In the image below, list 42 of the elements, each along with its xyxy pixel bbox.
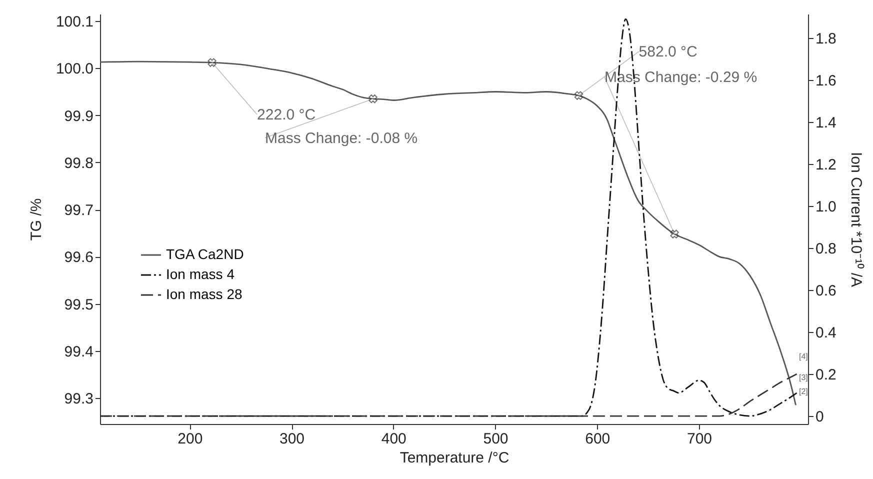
annotation: Mass Change: -0.29 % bbox=[604, 69, 758, 86]
x-axis-title: Temperature /°C bbox=[400, 450, 510, 466]
y-tick-label: 99.7 bbox=[64, 202, 94, 220]
y-tick-label: 99.5 bbox=[64, 296, 94, 314]
y-tick-label: 99.3 bbox=[64, 390, 94, 408]
y-tick-label: 99.4 bbox=[64, 343, 94, 360]
y-tick-label: 99.6 bbox=[64, 249, 94, 266]
y2-tick-label: 0.6 bbox=[816, 282, 836, 300]
y2-tick-label: 1.6 bbox=[816, 72, 836, 90]
y2-tick-label: 0.4 bbox=[816, 324, 836, 342]
y2-tick-label: 0.8 bbox=[816, 240, 836, 258]
y-tick-label: 100.0 bbox=[56, 60, 94, 78]
y2-tick-label: 1.2 bbox=[816, 156, 836, 174]
annotation: [2] bbox=[799, 387, 808, 396]
y2-tick-label: 1.4 bbox=[816, 114, 836, 132]
y-axis-title: TG /% bbox=[28, 198, 45, 241]
annotation: 582.0 °C bbox=[638, 44, 698, 61]
annotation: [3] bbox=[799, 373, 808, 382]
point bbox=[368, 94, 378, 104]
x-tick-label: 600 bbox=[585, 430, 610, 448]
y2-tick-label: 0 bbox=[816, 408, 824, 426]
annotation: [4] bbox=[799, 352, 808, 361]
x-tick-label: 700 bbox=[686, 430, 712, 448]
y2-axis-title: Ion Current *10⁻¹⁰ /A bbox=[847, 152, 864, 288]
y-tick-label: 99.9 bbox=[64, 108, 94, 125]
y-tick-label: 100.1 bbox=[56, 14, 94, 31]
legend-label: Ion mass 4 bbox=[166, 266, 235, 282]
legend-label: TGA Ca2ND bbox=[166, 246, 244, 262]
x-tick-label: 200 bbox=[178, 430, 203, 448]
x-tick-label: 500 bbox=[483, 430, 508, 448]
y2-tick-label: 1.0 bbox=[816, 198, 836, 216]
annotation: 222.0 °C bbox=[257, 106, 316, 124]
x-tick-label: 300 bbox=[280, 430, 305, 448]
point bbox=[670, 230, 679, 238]
point bbox=[574, 91, 584, 100]
y-tick-label: 99.8 bbox=[64, 154, 94, 172]
x-tick-label: 400 bbox=[381, 430, 406, 448]
y2-tick-label: 0.2 bbox=[816, 366, 836, 384]
y2-tick-label: 1.8 bbox=[816, 30, 836, 48]
annotation: Mass Change: -0.08 % bbox=[265, 130, 418, 147]
legend-label: Ion mass 28 bbox=[166, 286, 242, 302]
point bbox=[208, 58, 216, 67]
